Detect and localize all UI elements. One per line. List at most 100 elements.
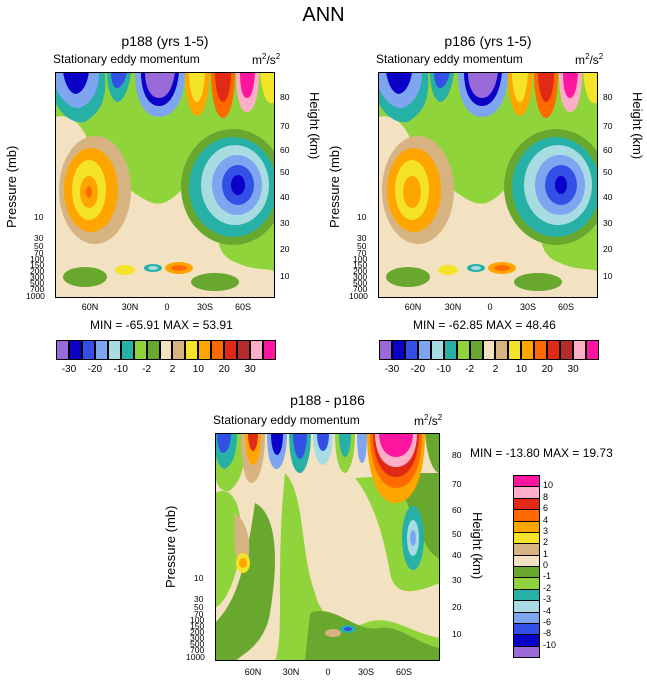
cb2-swatch-11	[521, 340, 535, 360]
panel2-stats: MIN = -62.85 MAX = 48.46	[413, 318, 556, 332]
cb1-swatch-5	[120, 340, 134, 360]
p1-pticks-1000: 1000	[26, 291, 45, 301]
panel3-colorbar	[513, 475, 540, 658]
p2-pticks-50: 50	[357, 241, 367, 251]
p2-pticks-300: 300	[353, 272, 368, 282]
p1-xtick-30s: 30S	[196, 302, 214, 312]
panel3-contour-plot	[215, 433, 440, 661]
cb1-swatch-7	[146, 340, 160, 360]
cb3-swatch-15	[513, 645, 540, 658]
panel1-colorbar-labels: -30 -20 -10 -2 2 10 20 30	[56, 364, 276, 378]
p3-xtick-60n: 60N	[244, 667, 262, 677]
cb2-swatch-2	[404, 340, 418, 360]
p1-xtick-60n: 60N	[81, 302, 99, 312]
p2-pticks-150: 150	[353, 260, 368, 270]
p1-kmticks-50: 50	[280, 167, 290, 177]
p3-xtick-60s: 60S	[395, 667, 413, 677]
cb3-label-2: 6	[543, 503, 549, 514]
cb2-swatch-6	[456, 340, 470, 360]
panel2-colorbar-labels: -30 -20 -10 -2 2 10 20 30	[379, 364, 599, 378]
p1-pticks-700: 700	[30, 284, 45, 294]
p2-xtick-60s: 60S	[557, 302, 575, 312]
p1-xtick-30n: 30N	[121, 302, 139, 312]
p1-pticks-70: 70	[34, 248, 44, 258]
cb1-swatch-11	[198, 340, 212, 360]
cb1-swatch-6	[133, 340, 147, 360]
cb1-swatch-1	[68, 340, 82, 360]
p3-pticks-1000: 1000	[186, 652, 205, 662]
panel1-ylabel-right: Height (km)	[307, 92, 322, 160]
panel3-ylabel-left: Pressure (mb)	[163, 505, 178, 588]
cb1-label-6: 20	[218, 364, 230, 375]
cb2-swatch-14	[560, 340, 574, 360]
cb1-swatch-3	[94, 340, 108, 360]
p3-kmticks-50: 50	[452, 529, 462, 539]
p3-kmticks-40: 40	[452, 550, 462, 560]
main-title: ANN	[302, 4, 345, 26]
p3-xtick-0: 0	[325, 667, 331, 677]
p1-pticks-50: 50	[34, 241, 44, 251]
cb2-label-2: -10	[436, 364, 451, 375]
panel3-colorbar-labels: 10 8 6 4 3 2 1 0 -1 -2 -3 -4 -6 -8 -10	[543, 475, 573, 657]
p3-pticks-70: 70	[194, 609, 204, 619]
p3-xtick-30s: 30S	[357, 667, 375, 677]
cb2-swatch-0	[379, 340, 392, 360]
cb2-swatch-12	[534, 340, 548, 360]
cb1-swatch-4	[107, 340, 121, 360]
p1-xtick-60s: 60S	[234, 302, 252, 312]
p2-kmticks-10: 10	[603, 271, 613, 281]
cb3-label-12: -6	[543, 616, 552, 627]
p2-kmticks-30: 30	[603, 218, 613, 228]
p3-pticks-100: 100	[190, 615, 205, 625]
cb3-label-8: -1	[543, 571, 552, 582]
cb1-label-2: -10	[113, 364, 128, 375]
cb3-label-4: 3	[543, 525, 549, 536]
cb1-swatch-12	[211, 340, 225, 360]
p1-pticks-500: 500	[30, 278, 45, 288]
cb3-label-5: 2	[543, 537, 549, 548]
cb2-swatch-16	[586, 340, 599, 360]
p2-xtick-0: 0	[487, 302, 493, 312]
panel2-ylabel-left: Pressure (mb)	[327, 145, 342, 228]
cb3-label-13: -8	[543, 628, 552, 639]
cb1-label-7: 30	[244, 364, 256, 375]
p3-pticks-200: 200	[190, 627, 205, 637]
p2-kmticks-70: 70	[603, 121, 613, 131]
cb2-swatch-13	[547, 340, 561, 360]
cb2-label-1: -20	[410, 364, 426, 375]
cb1-swatch-0	[56, 340, 69, 360]
p2-xtick-60n: 60N	[404, 302, 422, 312]
cb1-swatch-10	[185, 340, 199, 360]
p1-pticks-100: 100	[30, 254, 45, 264]
p1-kmticks-30: 30	[280, 218, 290, 228]
panel3-ylabel-right: Height (km)	[470, 512, 485, 580]
p1-pticks-10: 10	[34, 212, 44, 222]
panel2-colorbar	[379, 340, 599, 360]
cb2-label-4: 2	[492, 364, 499, 375]
cb1-swatch-16	[263, 340, 276, 360]
cb2-swatch-3	[417, 340, 431, 360]
p1-kmticks-10: 10	[280, 271, 290, 281]
cb1-label-4: 2	[169, 364, 176, 375]
panel1-stats: MIN = -65.91 MAX = 53.91	[90, 318, 233, 332]
cb3-label-7: 0	[543, 560, 549, 570]
p2-kmticks-60: 60	[603, 145, 613, 155]
p2-kmticks-20: 20	[603, 244, 613, 254]
cb1-label-3: -2	[142, 364, 152, 375]
cb2-label-7: 30	[567, 364, 579, 375]
p3-pticks-50: 50	[194, 602, 204, 612]
p2-pticks-70: 70	[357, 248, 367, 258]
cb2-label-6: 20	[541, 364, 553, 375]
p1-pticks-300: 300	[30, 272, 45, 282]
p3-kmticks-30: 30	[452, 575, 462, 585]
p2-pticks-30: 30	[357, 233, 367, 243]
p2-pticks-700: 700	[353, 284, 368, 294]
p1-kmticks-60: 60	[280, 145, 290, 155]
cb1-label-0: -30	[61, 364, 77, 375]
p3-kmticks-60: 60	[452, 505, 462, 515]
p2-pticks-500: 500	[353, 278, 368, 288]
panel2-subtitle: Stationary eddy momentum	[376, 52, 523, 66]
p1-pticks-150: 150	[30, 260, 45, 270]
cb2-label-5: 10	[515, 364, 527, 375]
p2-kmticks-80: 80	[603, 92, 613, 102]
